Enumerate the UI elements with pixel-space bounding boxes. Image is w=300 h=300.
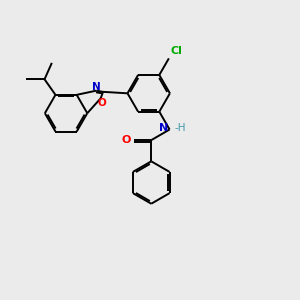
Text: N: N	[92, 82, 100, 92]
Text: O: O	[98, 98, 106, 108]
Text: -H: -H	[175, 123, 186, 133]
Text: O: O	[121, 134, 130, 145]
Text: Cl: Cl	[170, 46, 182, 56]
Text: N: N	[159, 123, 168, 133]
